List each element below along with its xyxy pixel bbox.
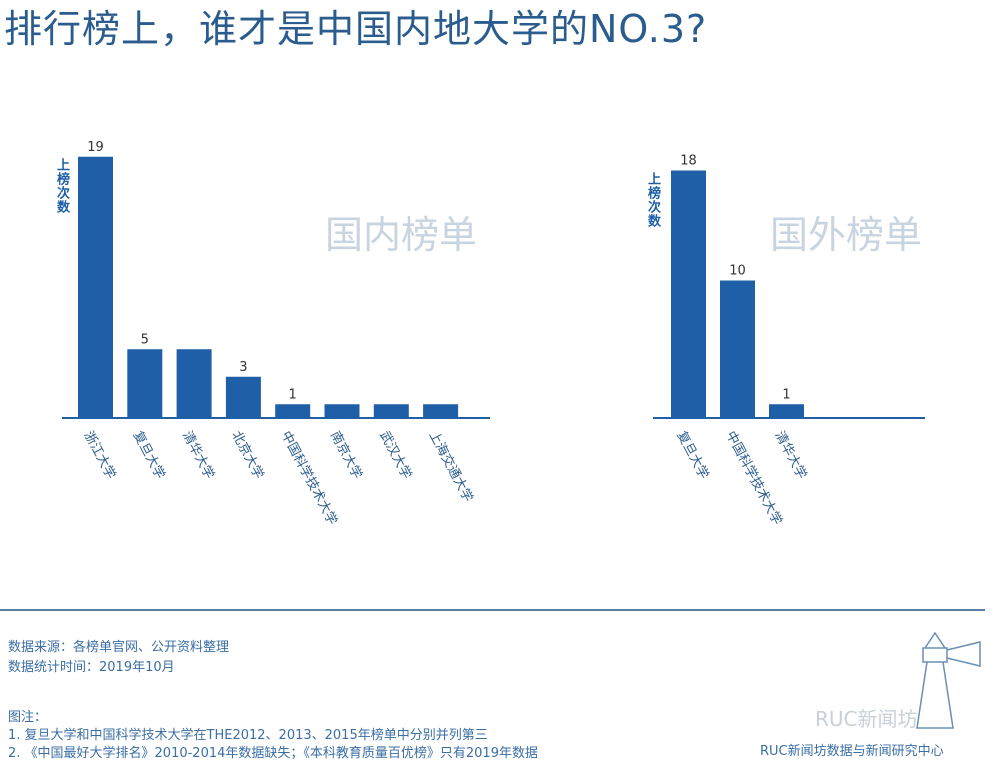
watermark: RUC新闻坊 bbox=[815, 707, 918, 731]
y-axis-label-foreign: 上榜次数 bbox=[645, 172, 660, 228]
bar bbox=[275, 404, 311, 418]
data-label: 18 bbox=[680, 154, 697, 169]
org-name: RUC新闻坊数据与新闻研究中心 bbox=[760, 744, 944, 759]
data-label: 3 bbox=[239, 360, 247, 375]
y-axis-label-domestic: 上榜次数 bbox=[54, 158, 69, 214]
bar bbox=[769, 404, 804, 418]
panel-watermark-title: 国外榜单 bbox=[770, 213, 922, 257]
bar bbox=[423, 404, 459, 418]
divider bbox=[0, 609, 985, 611]
x-tick-label: 南京大学 bbox=[327, 428, 366, 481]
chart-title: 排行榜上，谁才是中国内地大学的NO.3? bbox=[4, 7, 708, 51]
time-text: 数据统计时间：2019年10月 bbox=[8, 660, 175, 675]
data-label: 1 bbox=[289, 387, 297, 402]
panel-watermark-title: 国内榜单 bbox=[325, 213, 477, 257]
source-text: 数据来源：各榜单官网、公开资料整理 bbox=[8, 640, 230, 655]
bar bbox=[671, 170, 706, 418]
x-tick-label: 上海交通大学 bbox=[426, 428, 477, 504]
x-tick-label: 浙江大学 bbox=[80, 428, 119, 481]
data-label: 5 bbox=[141, 332, 149, 347]
x-tick-label: 清华大学 bbox=[179, 428, 218, 481]
lighthouse-logo-icon bbox=[916, 631, 981, 729]
data-label: 1 bbox=[782, 387, 790, 402]
bar bbox=[225, 376, 261, 418]
x-tick-label: 北京大学 bbox=[228, 428, 267, 481]
bar bbox=[720, 280, 755, 418]
x-tick-label: 复旦大学 bbox=[673, 428, 712, 481]
notes-title: 图注： bbox=[8, 710, 48, 725]
x-tick-label: 复旦大学 bbox=[130, 428, 169, 481]
note-1: 1. 复旦大学和中国科学技术大学在THE2012、2013、2015年榜单中分别… bbox=[8, 728, 488, 743]
x-tick-label: 武汉大学 bbox=[376, 428, 415, 481]
note-2: 2. 《中国最好大学排名》2010-2014年数据缺失；《本科教育质量百优榜》只… bbox=[8, 746, 538, 761]
x-tick-label: 清华大学 bbox=[771, 428, 810, 481]
bar bbox=[176, 349, 212, 418]
data-label: 10 bbox=[729, 264, 746, 279]
bar bbox=[373, 404, 409, 418]
bar bbox=[127, 349, 163, 418]
bar bbox=[324, 404, 360, 418]
bar bbox=[78, 156, 113, 418]
data-label: 19 bbox=[87, 140, 104, 155]
